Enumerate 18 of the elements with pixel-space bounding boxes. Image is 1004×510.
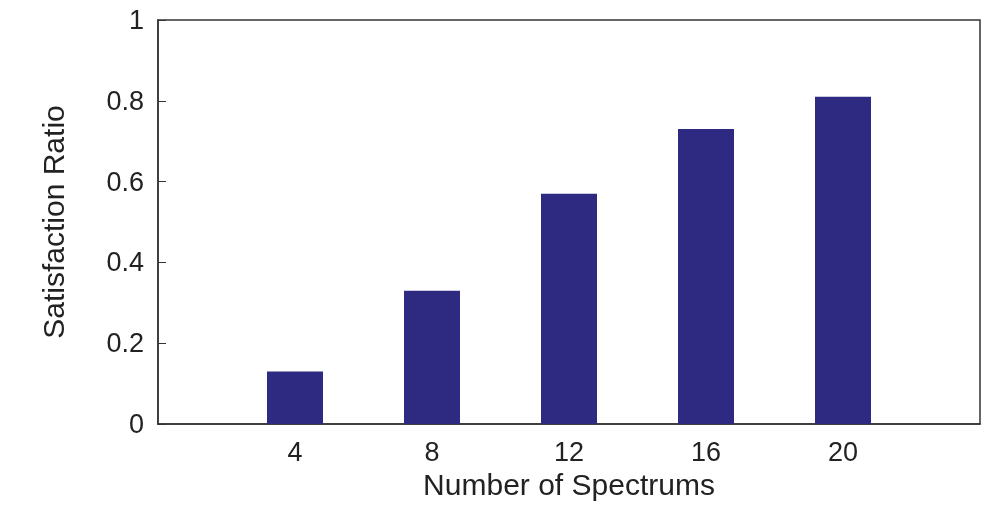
y-tick-label: 0.2: [106, 328, 144, 359]
x-tick-label: 16: [690, 436, 722, 467]
bar: [267, 371, 323, 424]
y-tick-label: 0.6: [106, 166, 144, 197]
y-axis-title: Satisfaction Ratio: [36, 105, 70, 339]
x-tick-label: 20: [827, 436, 859, 467]
x-tick-label: 12: [553, 436, 585, 467]
x-axis-title: Number of Spectrums: [423, 468, 715, 502]
x-tick-label: 8: [424, 436, 440, 467]
y-tick-label: 0.8: [106, 85, 144, 116]
bar: [678, 129, 734, 424]
y-tick-label: 0.4: [106, 247, 144, 278]
x-tick-label: 4: [287, 436, 303, 467]
bar: [404, 290, 460, 424]
bar: [541, 193, 597, 424]
y-tick-label: 1: [128, 5, 144, 35]
y-tick-label: 0: [128, 409, 144, 439]
bar: [815, 96, 871, 424]
